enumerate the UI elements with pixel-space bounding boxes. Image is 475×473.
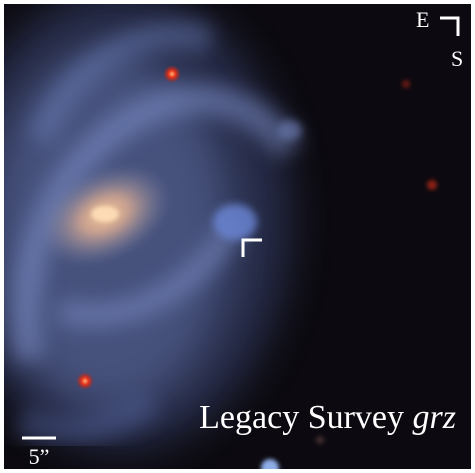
knot xyxy=(278,120,302,140)
caption-filters: grz xyxy=(413,399,456,436)
compass-east: E xyxy=(416,7,429,32)
compass-south: S xyxy=(451,46,463,71)
compass-arrows xyxy=(440,16,460,36)
spiral-arm xyxy=(13,387,159,446)
star xyxy=(261,459,279,469)
star xyxy=(427,180,437,190)
spiral-arm xyxy=(27,21,215,145)
star xyxy=(402,80,410,88)
star xyxy=(76,372,94,390)
caption-text: Legacy Survey xyxy=(199,399,404,436)
star xyxy=(163,65,181,83)
star xyxy=(316,436,324,444)
nucleus xyxy=(91,206,119,222)
knot xyxy=(213,204,257,240)
spiral-arm xyxy=(10,84,303,363)
target-marker xyxy=(241,238,262,257)
spiral-arm xyxy=(56,214,246,328)
scale-label: 5” xyxy=(29,444,50,469)
caption: Legacy Survey grz xyxy=(199,399,456,436)
